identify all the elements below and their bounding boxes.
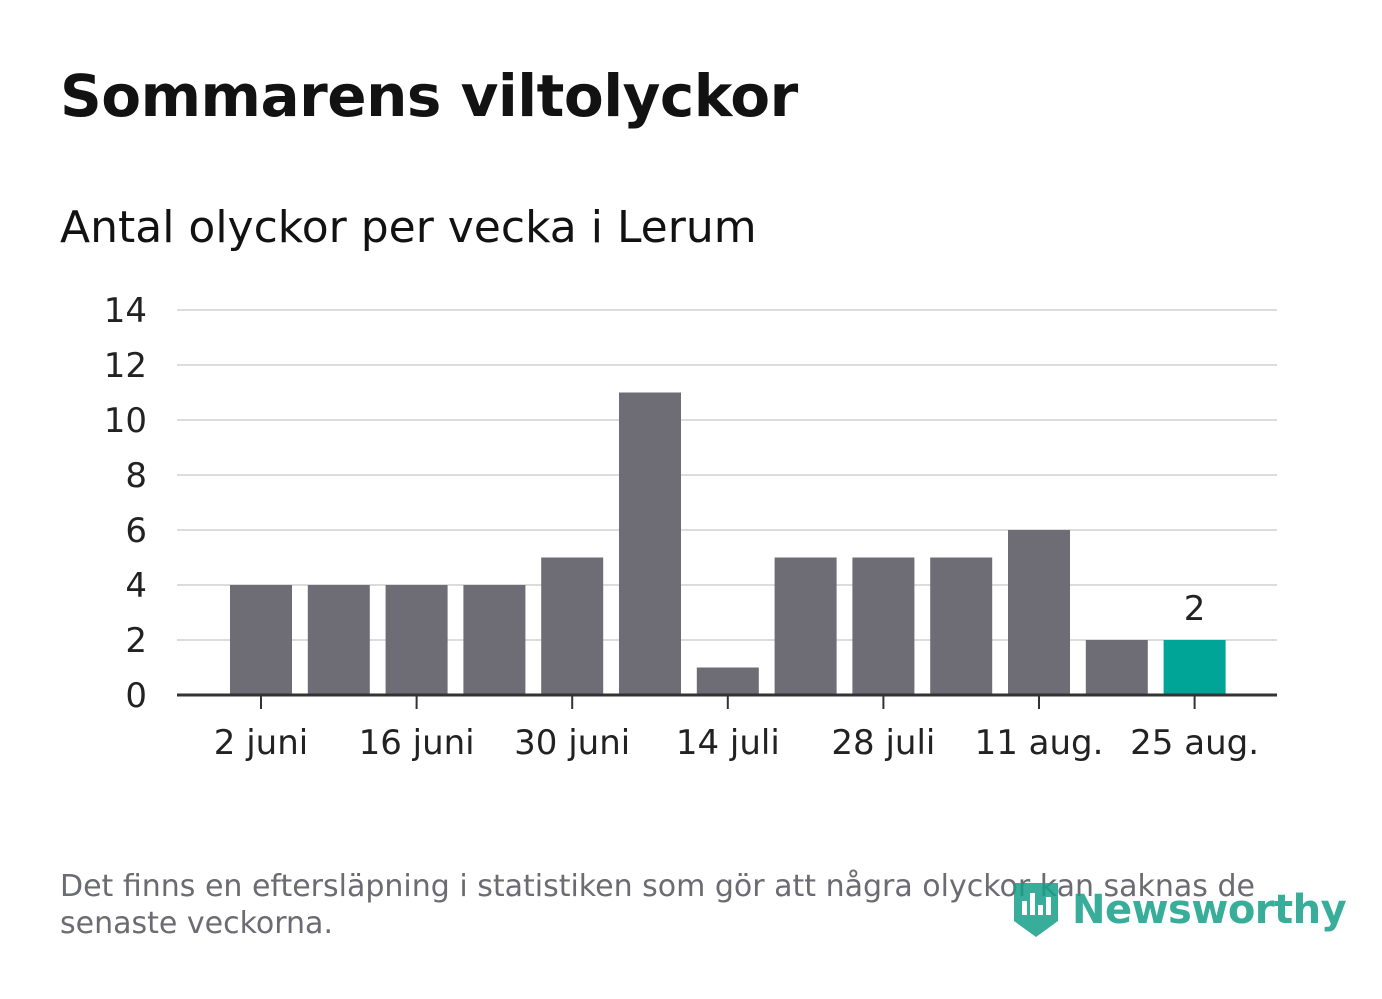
bar-21-juli	[774, 557, 837, 695]
x-tick-label: 28 juli	[831, 723, 935, 763]
bars	[230, 392, 1226, 695]
y-tick-label: 0	[125, 676, 147, 716]
bar-16-juni	[385, 585, 448, 695]
bar-7-juli	[619, 392, 681, 695]
x-tick-label: 30 juni	[514, 723, 630, 763]
y-tick-label: 8	[125, 456, 147, 496]
x-axis: 2 juni 16 juni 30 juni 14 juli 28 juli 11 aug…	[177, 693, 1277, 763]
newsworthy-logo-icon	[1014, 883, 1058, 937]
y-tick-label: 14	[104, 291, 147, 331]
bar-23-juni	[463, 585, 526, 695]
x-tick-label: 14 juli	[676, 723, 780, 763]
y-tick-label: 12	[104, 346, 147, 386]
y-tick-labels: 0 2 4 6 8 10 12 14	[104, 291, 147, 716]
bar-25-aug	[1163, 640, 1226, 695]
y-tick-label: 4	[125, 566, 147, 606]
y-tick-label: 6	[125, 511, 147, 551]
bar-14-juli	[696, 667, 759, 695]
x-tick-label: 11 aug.	[975, 723, 1104, 763]
chart-title: Sommarens viltolyckor	[60, 62, 798, 130]
y-tick-label: 10	[104, 401, 147, 441]
logo-text: Newsworthy	[1072, 887, 1347, 933]
bar-11-aug	[1008, 530, 1070, 695]
bar-9-juni	[307, 585, 370, 695]
bar-30-juni	[541, 557, 604, 695]
chart-subtitle: Antal olyckor per vecka i Lerum	[60, 202, 757, 253]
x-tick-label: 25 aug.	[1130, 723, 1259, 763]
bar-18-aug	[1085, 640, 1148, 695]
bar-2-juni	[230, 585, 292, 695]
value-label: 2	[1184, 589, 1206, 629]
bar-4-aug	[930, 557, 993, 695]
x-tick-label: 2 juni	[214, 723, 308, 763]
x-tick-label: 16 juni	[359, 723, 475, 763]
value-labels: 2	[1184, 589, 1206, 629]
y-tick-label: 2	[125, 621, 147, 661]
newsworthy-logo: Newsworthy	[1010, 878, 1347, 942]
bar-28-juli	[852, 557, 915, 695]
